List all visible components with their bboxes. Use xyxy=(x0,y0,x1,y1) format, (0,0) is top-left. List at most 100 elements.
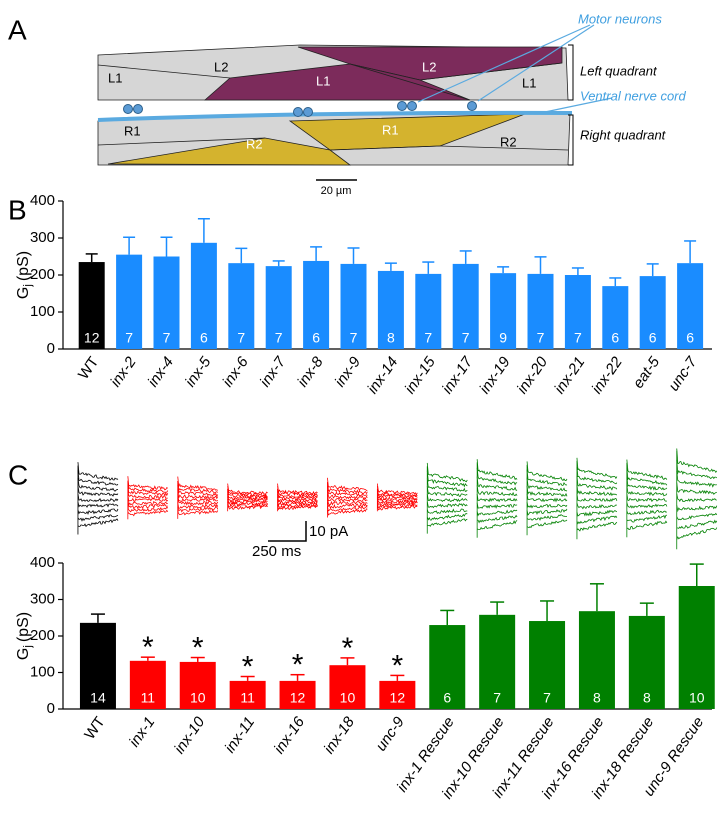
y-axis-label: Gj (pS) xyxy=(15,251,34,299)
trace xyxy=(626,514,667,523)
annotation: Right quadrant xyxy=(580,127,667,142)
sample-size: 6 xyxy=(611,330,619,346)
trace xyxy=(127,493,169,503)
bar xyxy=(564,275,591,349)
sample-size: 7 xyxy=(424,330,432,346)
trace xyxy=(426,486,468,497)
y-axis-label: Gj (pS) xyxy=(15,612,34,660)
trace xyxy=(77,478,119,492)
trace xyxy=(576,493,618,503)
trace xyxy=(526,469,568,486)
trace xyxy=(626,502,668,509)
sample-size: 7 xyxy=(125,330,133,346)
trace xyxy=(127,480,169,493)
muscle-label: R2 xyxy=(246,136,263,151)
sample-size: 12 xyxy=(84,330,100,346)
trace xyxy=(376,491,418,501)
bar xyxy=(153,256,180,349)
trace xyxy=(626,509,668,516)
bar xyxy=(79,622,116,709)
trace xyxy=(426,478,468,492)
current-traces xyxy=(177,476,219,519)
panel-label: A xyxy=(8,14,27,45)
trace xyxy=(576,502,618,510)
trace xyxy=(327,477,368,492)
sample-size: 9 xyxy=(499,330,507,346)
y-tick-label: 0 xyxy=(47,340,55,357)
trace xyxy=(177,485,219,497)
trace xyxy=(476,476,518,491)
trace-scale-bar xyxy=(268,521,307,542)
trace xyxy=(476,509,518,517)
trace xyxy=(626,468,668,486)
trace xyxy=(277,501,318,509)
significance-marker: * xyxy=(192,631,204,664)
current-traces xyxy=(77,462,119,535)
trace xyxy=(576,509,618,517)
y-label-unit: (pS) xyxy=(15,251,32,281)
trace xyxy=(177,480,219,494)
trace xyxy=(427,518,468,527)
bar xyxy=(527,273,554,349)
trace xyxy=(177,506,219,513)
current-traces xyxy=(676,448,718,550)
bar xyxy=(628,615,665,709)
trace xyxy=(526,461,568,482)
x-tick-label: inx-17 xyxy=(439,353,477,397)
x-tick-label: inx-14 xyxy=(364,354,401,397)
bar xyxy=(678,585,715,709)
panel-label: C xyxy=(8,459,28,490)
trace xyxy=(477,514,518,524)
trace xyxy=(77,508,119,515)
trace xyxy=(376,488,418,499)
trace xyxy=(77,485,119,497)
bar xyxy=(228,263,255,349)
muscle-label: R1 xyxy=(382,122,399,137)
trace xyxy=(526,502,568,509)
sample-size: 12 xyxy=(390,690,406,706)
trace xyxy=(426,470,468,488)
trace xyxy=(576,521,618,532)
trace xyxy=(526,514,568,521)
trace xyxy=(227,501,268,508)
bar xyxy=(78,262,105,349)
sample-size: 12 xyxy=(290,690,306,706)
trace xyxy=(426,508,468,514)
trace xyxy=(177,493,219,503)
sample-size: 7 xyxy=(462,330,470,346)
x-tick-label: inx-18 xyxy=(321,713,359,757)
trace xyxy=(227,493,268,503)
trace xyxy=(127,498,168,507)
trace xyxy=(227,488,268,500)
muscle-label: L1 xyxy=(316,73,330,88)
trace xyxy=(327,508,368,516)
y-tick-label: 100 xyxy=(30,663,55,680)
trace xyxy=(426,501,468,509)
trace xyxy=(476,493,518,503)
bar xyxy=(490,273,517,349)
x-tick-label: WT xyxy=(81,714,108,743)
muscle-label: L2 xyxy=(422,59,436,74)
x-tick-label: inx-10 xyxy=(171,713,209,757)
bar xyxy=(303,260,330,349)
sample-size: 7 xyxy=(493,690,501,706)
scale-bar-label: 20 µm xyxy=(321,185,352,197)
trace xyxy=(127,476,169,491)
x-tick-label: inx-21 xyxy=(551,354,588,397)
sample-size: 8 xyxy=(593,690,601,706)
current-traces xyxy=(576,457,618,540)
y-tick-label: 300 xyxy=(30,229,55,246)
trace xyxy=(327,485,368,497)
muscle-label: L1 xyxy=(522,75,536,90)
sample-size: 8 xyxy=(387,330,395,346)
trace xyxy=(277,491,318,501)
sample-size: 14 xyxy=(90,690,106,706)
scale-bar-label: 10 pA xyxy=(309,523,348,540)
trace xyxy=(77,462,119,481)
y-tick-label: 300 xyxy=(30,590,55,607)
muscle-diagram xyxy=(97,24,613,181)
y-tick-label: 0 xyxy=(47,700,55,717)
bar xyxy=(379,680,416,709)
trace xyxy=(376,504,418,511)
trace xyxy=(526,477,568,492)
